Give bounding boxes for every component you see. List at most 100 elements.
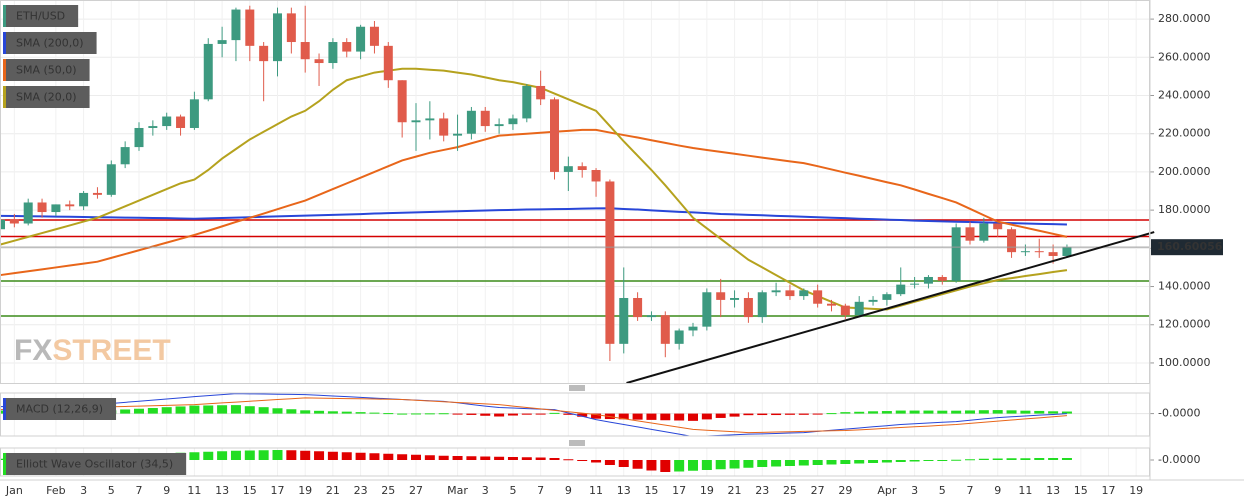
candle-body: [203, 43, 213, 100]
x-tick-label: 5: [108, 484, 115, 497]
macd-histogram-bar: [341, 411, 352, 414]
frames: [0, 0, 1244, 481]
candle-body: [425, 118, 435, 121]
macd-histogram-bar: [618, 413, 629, 420]
ewo-title-label: Elliott Wave Oscillator (34,5): [16, 458, 173, 471]
y-tick-label: -0.0000: [1158, 453, 1200, 466]
candle-body: [106, 164, 116, 195]
candle-body: [827, 303, 836, 306]
ewo-bar: [937, 460, 948, 461]
macd-histogram-bar: [840, 412, 851, 414]
candle-body: [383, 45, 393, 81]
candle-body: [896, 284, 906, 295]
y-tick-label: -0.0000: [1158, 407, 1200, 420]
ewo-bar: [729, 460, 740, 469]
ewo-bar: [646, 460, 657, 471]
macd-histogram-bar: [951, 410, 962, 414]
candle-body: [162, 116, 172, 127]
macd-histogram-bar: [300, 410, 311, 414]
candle-body: [328, 42, 338, 64]
x-tick-label: 11: [187, 484, 201, 497]
candle-body: [356, 26, 366, 52]
candle-body: [591, 170, 601, 182]
candle-body: [688, 326, 698, 331]
ewo-bar: [978, 458, 989, 460]
macd-histogram-bar: [120, 409, 131, 414]
candle-body: [411, 120, 421, 123]
x-tick-label: 3: [80, 484, 87, 497]
ewo-bar: [618, 460, 629, 467]
legend-sma-box: [3, 86, 90, 108]
ewo-bar: [507, 457, 518, 460]
candle-body: [1048, 252, 1058, 256]
ewo-bar: [341, 452, 352, 460]
ewo-bar: [632, 460, 643, 469]
candle-body: [453, 133, 463, 136]
x-tick-label: 23: [354, 484, 368, 497]
macd-histogram-bar: [826, 413, 837, 415]
candle-body: [92, 192, 102, 195]
ewo-bar: [521, 457, 532, 460]
macd-histogram-bar: [1048, 411, 1059, 414]
candle-body: [314, 59, 324, 64]
macd-histogram-bar: [272, 408, 283, 414]
ewo-bar: [992, 458, 1003, 460]
macd-histogram-bar: [452, 413, 463, 415]
candle-body: [1034, 251, 1044, 253]
macd-histogram-bar: [868, 411, 879, 414]
macd-histogram-bar: [881, 411, 892, 414]
macd-title-swatch: [3, 398, 6, 420]
candle-body: [245, 9, 255, 46]
x-tick-label: 19: [298, 484, 312, 497]
ewo-bar: [660, 460, 671, 472]
macd-histogram-bar: [424, 413, 435, 415]
legend-price-label: ETH/USD: [16, 10, 65, 23]
x-tick-label: 13: [1046, 484, 1060, 497]
ewo-bar: [535, 457, 546, 460]
legend: ETH/USD SMA (200,0) SMA (50,0) SMA (20,0) MA…: [3, 5, 187, 475]
macd-histogram-bar: [258, 407, 269, 414]
candle-body: [189, 99, 199, 128]
candle-body: [993, 223, 1003, 230]
x-tick-label: 13: [215, 484, 229, 497]
x-tick-label: 17: [1102, 484, 1116, 497]
x-tick-label: 7: [136, 484, 143, 497]
candle-body: [37, 202, 47, 213]
macd-histogram-bar: [854, 411, 865, 414]
legend-sma-label: SMA (50,0): [16, 64, 77, 77]
legend-price-swatch: [3, 5, 6, 27]
macd-histogram-bar: [646, 413, 657, 420]
x-tick-label: 21: [326, 484, 340, 497]
ewo-bar: [438, 455, 449, 460]
legend-sma-box: [3, 59, 90, 81]
candle-body: [771, 290, 781, 293]
candle-body: [0, 219, 5, 230]
x-tick-label: 7: [967, 484, 974, 497]
candle-body: [286, 13, 296, 43]
ewo-bar: [1061, 458, 1072, 460]
candle-body: [840, 305, 850, 316]
candle-body: [979, 223, 989, 241]
candle-body: [937, 276, 947, 281]
candle-body: [273, 13, 282, 62]
candle-body: [951, 227, 961, 281]
ewo-bar: [881, 460, 892, 463]
candle-body: [217, 40, 227, 44]
legend-sma-label: SMA (200,0): [16, 37, 84, 50]
candle-body: [65, 204, 75, 207]
x-tick-label: 11: [589, 484, 603, 497]
ewo-bar: [397, 454, 408, 460]
candle-body: [646, 315, 656, 318]
y-tick-label: 220.0000: [1158, 127, 1211, 140]
ewo-bar: [1020, 458, 1031, 460]
ewo-bar: [217, 451, 228, 460]
macd-histogram-bar: [729, 413, 740, 417]
macd-histogram-bar: [521, 413, 532, 415]
x-tick-label: 5: [509, 484, 516, 497]
x-tick-label: Feb: [46, 484, 65, 497]
macd-histogram-bar: [937, 410, 948, 414]
candle-body: [508, 118, 518, 125]
candle-body: [1062, 247, 1072, 256]
x-tick-label: 5: [939, 484, 946, 497]
macd-histogram-bar: [369, 412, 380, 414]
